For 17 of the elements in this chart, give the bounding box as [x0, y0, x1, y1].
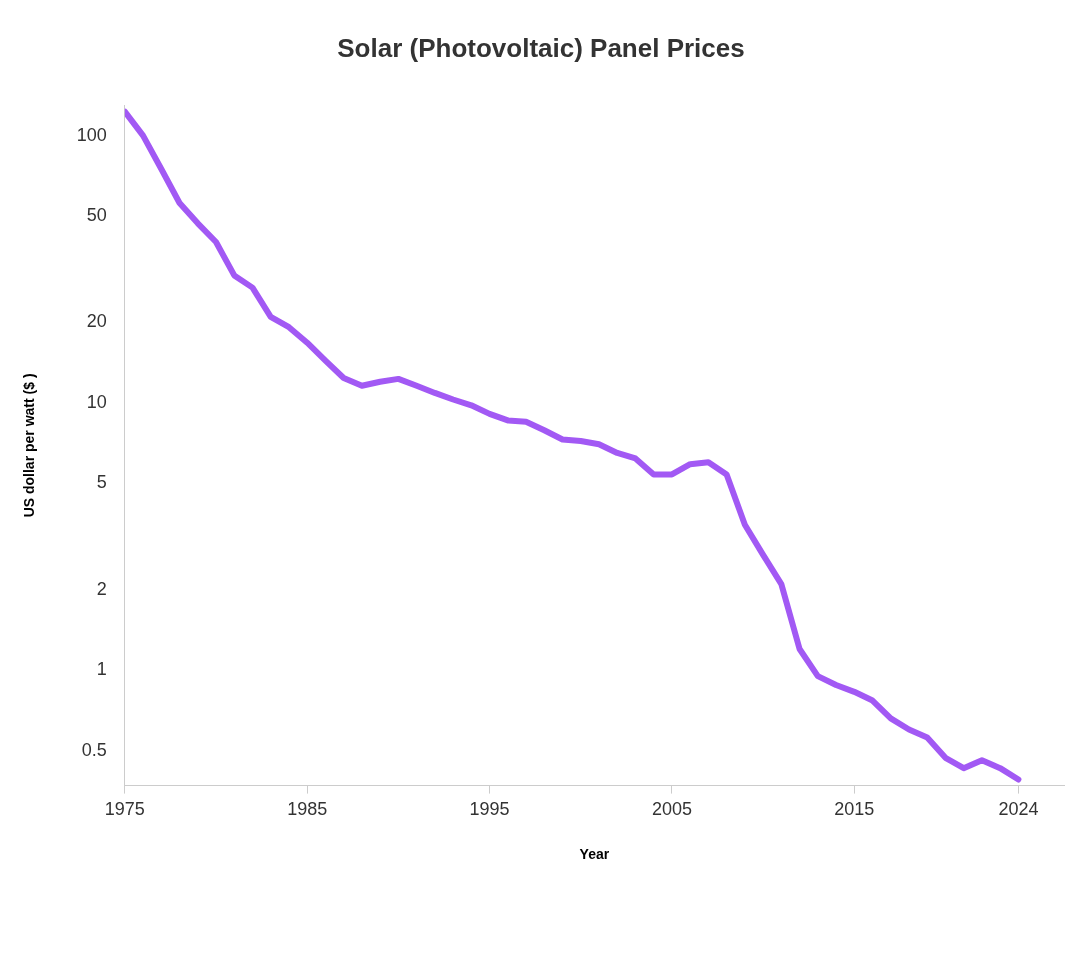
chart-title: Solar (Photovoltaic) Panel Prices [337, 32, 745, 63]
y-tick-label: 5 [96, 472, 107, 493]
x-tick-label: 2024 [998, 799, 1039, 820]
y-tick-label: 1 [96, 659, 107, 680]
x-axis-title: Year [579, 846, 610, 863]
y-tick-label: 10 [86, 391, 107, 412]
x-tick-label: 1995 [469, 799, 510, 820]
y-tick-label: 50 [86, 205, 107, 226]
y-axis-title: US dollar per watt ($ ) [21, 373, 38, 518]
y-tick-label: 20 [86, 311, 107, 332]
x-tick-label: 2005 [651, 799, 692, 820]
x-tick-label: 1975 [104, 799, 145, 820]
y-tick-label: 0.5 [81, 739, 107, 760]
y-tick-label: 2 [96, 578, 107, 599]
y-tick-label: 100 [76, 124, 107, 145]
x-tick-label: 2015 [834, 799, 875, 820]
x-tick-label: 1985 [287, 799, 328, 820]
